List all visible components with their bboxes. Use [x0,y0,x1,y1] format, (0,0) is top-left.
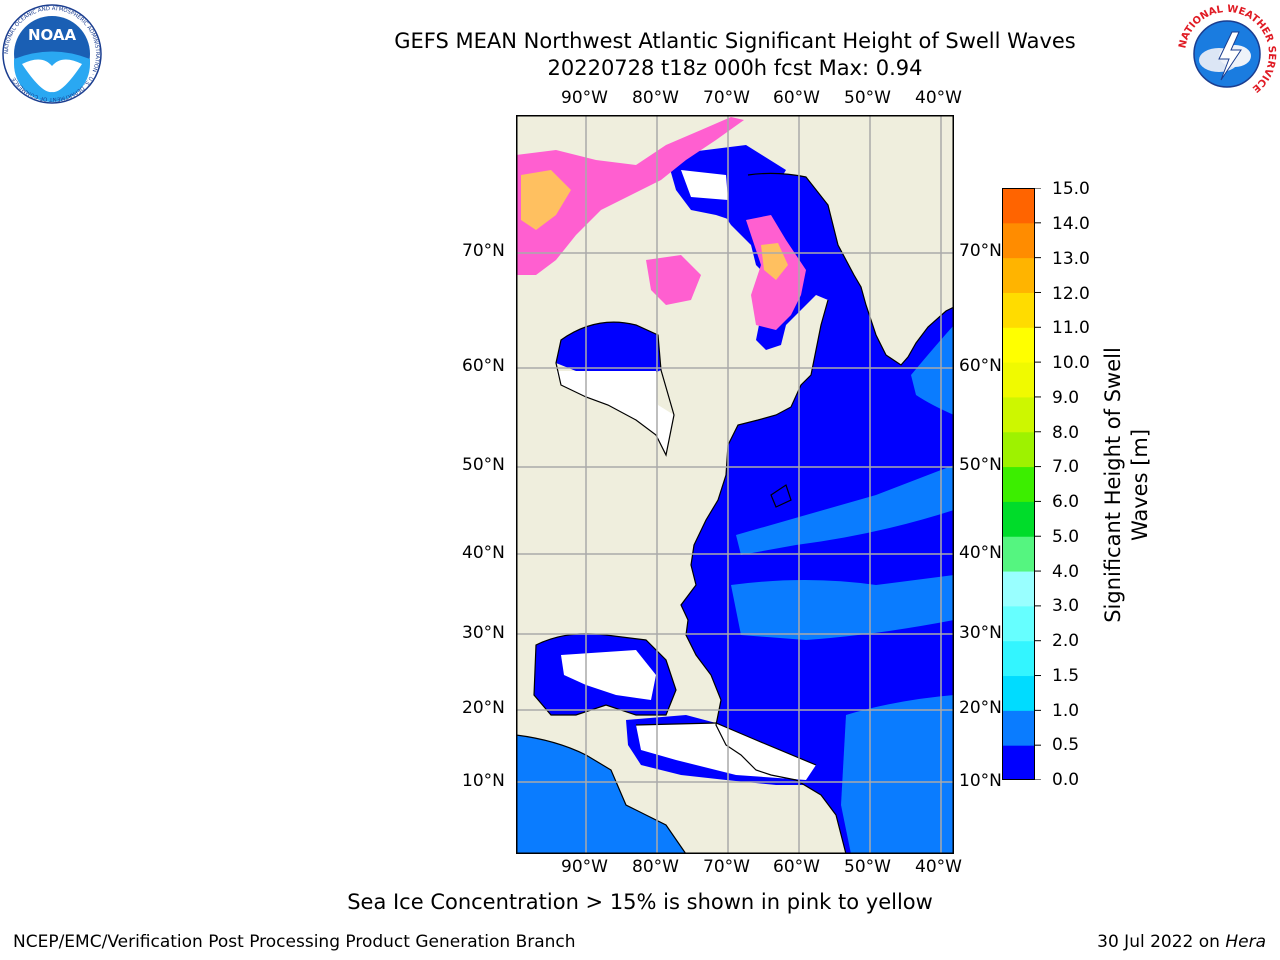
lat-label-left-10n: 10°N [462,771,505,791]
colorbar-swatch [1002,222,1035,259]
colorbar-swatch [1002,605,1035,642]
coastlines [515,172,955,855]
colorbar-tick-7: 7.0 [1052,457,1080,477]
lat-label-left-20n: 20°N [462,698,505,718]
colorbar-tick-2: 2.0 [1052,631,1080,651]
swell-band-mid [736,465,954,555]
lat-label-right-20n: 20°N [959,698,1002,718]
colorbar-tick-15: 15.0 [1052,179,1090,199]
lat-label-right-60n: 60°N [959,356,1002,376]
colorbar-tick-4: 4.0 [1052,562,1080,582]
lon-label-top-40w: 40°W [915,88,962,108]
lat-label-right-30n: 30°N [959,623,1002,643]
colorbar-swatch [1002,710,1035,746]
sea-ice-caption: Sea Ice Concentration > 15% is shown in … [347,890,933,914]
map-panel[interactable] [515,115,955,855]
pacific-ocean [516,735,686,854]
colorbar-swatch [1002,362,1035,398]
colorbar-swatch [1002,640,1035,677]
map-svg [515,115,955,855]
colorbar-swatch [1002,188,1035,224]
colorbar-swatch [1002,675,1035,711]
colorbar-tick-0: 0.0 [1052,770,1080,790]
colorbar-swatch [1002,745,1035,781]
lon-label-top-60w: 60°W [773,88,820,108]
lon-label-bottom-60w: 60°W [773,857,820,877]
colorbar-tick-10: 10.0 [1052,353,1090,373]
colorbar [1002,187,1041,781]
sea-ice-pink [516,117,744,275]
lat-label-left-70n: 70°N [462,241,505,261]
colorbar-swatch [1002,536,1035,572]
lon-label-bottom-50w: 50°W [844,857,891,877]
lat-label-right-40n: 40°N [959,543,1002,563]
lat-label-left-50n: 50°N [462,455,505,475]
footer-host: Hera [1225,932,1266,952]
colorbar-swatch [1002,396,1035,433]
footer-left: NCEP/EMC/Verification Post Processing Pr… [13,932,576,952]
hudson-bay [556,322,661,377]
map-title: GEFS MEAN Northwest Atlantic Significant… [394,29,1076,53]
colorbar-tick-0-5: 0.5 [1052,735,1080,755]
map-frame [516,115,954,854]
lon-label-bottom-90w: 90°W [561,857,608,877]
lon-label-top-70w: 70°W [703,88,750,108]
sea-ice-pink-3 [646,255,701,305]
colorbar-tick-9: 9.0 [1052,388,1080,408]
swell-band-east [911,325,954,415]
footer-date: 30 Jul 2022 on [1097,932,1226,952]
colorbar-tick-12: 12.0 [1052,284,1090,304]
lat-label-left-60n: 60°N [462,356,505,376]
noaa-logo: NOAA NATIONAL OCEANIC AND ATMOSPHERIC AD… [2,4,102,108]
lon-label-bottom-40w: 40°W [915,857,962,877]
sea-ice-yellow [521,170,571,230]
colorbar-swatch [1002,257,1035,293]
colorbar-label-line1: Significant Height of Swell [1101,347,1125,623]
colorbar-swatch [1002,327,1035,363]
arctic-nodata [681,170,728,200]
colorbar-label-line2: Waves [m] [1128,428,1152,542]
map-subtitle: 20220728 t18z 000h fcst Max: 0.94 [547,56,923,80]
colorbar-svg [1002,187,1041,781]
lon-label-bottom-80w: 80°W [632,857,679,877]
colorbar-swatch [1002,501,1035,537]
lat-label-left-30n: 30°N [462,623,505,643]
lon-label-top-80w: 80°W [632,88,679,108]
colorbar-tick-3: 3.0 [1052,596,1080,616]
colorbar-tick-5: 5.0 [1052,527,1080,547]
gulf-nodata [561,650,656,700]
lon-label-top-50w: 50°W [844,88,891,108]
swell-band-sub [731,575,954,640]
colorbar-tick-11: 11.0 [1052,318,1090,338]
colorbar-tick-1: 1.0 [1052,701,1080,721]
lat-label-right-10n: 10°N [959,771,1002,791]
lat-label-right-50n: 50°N [959,455,1002,475]
colorbar-swatch [1002,292,1035,328]
lat-label-left-40n: 40°N [462,543,505,563]
colorbar-tick-1-5: 1.5 [1052,666,1080,686]
colorbar-tick-8: 8.0 [1052,423,1080,443]
nws-logo: NATIONAL WEATHER SERVICE [1177,4,1277,108]
footer-right: 30 Jul 2022 on Hera [1097,932,1266,952]
colorbar-tick-6: 6.0 [1052,492,1080,512]
swell-band-south [841,695,954,854]
colorbar-tick-13: 13.0 [1052,249,1090,269]
colorbar-frame [1002,188,1035,780]
noaa-logo-text: NOAA [28,26,77,44]
lat-label-right-70n: 70°N [959,241,1002,261]
colorbar-swatch [1002,466,1035,502]
colorbar-tick-14: 14.0 [1052,214,1090,234]
caribbean-nodata [636,723,816,780]
lon-label-top-90w: 90°W [561,88,608,108]
lon-label-bottom-70w: 70°W [703,857,750,877]
colorbar-swatch [1002,571,1035,607]
colorbar-swatch [1002,431,1035,468]
graticule [516,115,954,854]
